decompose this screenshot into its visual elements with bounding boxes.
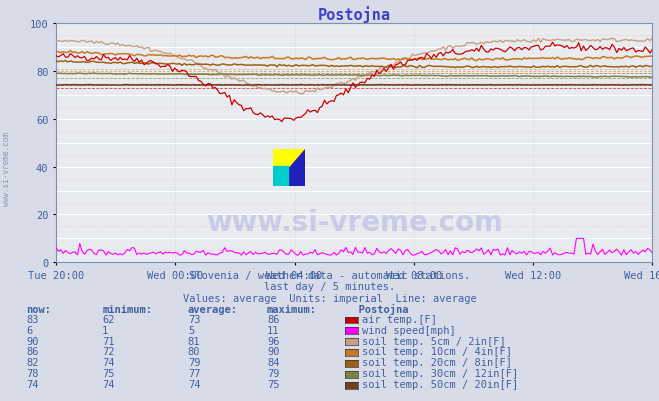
Text: 82: 82 xyxy=(26,357,39,367)
Text: last day / 5 minutes.: last day / 5 minutes. xyxy=(264,282,395,292)
Title: Postojna: Postojna xyxy=(318,6,391,23)
Text: 11: 11 xyxy=(267,325,279,335)
Text: minimum:: minimum: xyxy=(102,304,152,314)
Text: 83: 83 xyxy=(26,314,39,324)
Text: 5: 5 xyxy=(188,325,194,335)
Text: 72: 72 xyxy=(102,346,115,356)
Text: average:: average: xyxy=(188,304,238,314)
Text: 74: 74 xyxy=(188,379,200,389)
Text: 74: 74 xyxy=(102,379,115,389)
Text: 62: 62 xyxy=(102,314,115,324)
Text: 79: 79 xyxy=(267,368,279,378)
Text: 6: 6 xyxy=(26,325,32,335)
Text: Slovenia / weather data - automatic stations.: Slovenia / weather data - automatic stat… xyxy=(189,270,470,280)
Text: Values: average  Units: imperial  Line: average: Values: average Units: imperial Line: av… xyxy=(183,293,476,303)
Text: soil temp. 20cm / 8in[F]: soil temp. 20cm / 8in[F] xyxy=(362,357,513,367)
Text: 77: 77 xyxy=(188,368,200,378)
Text: 74: 74 xyxy=(26,379,39,389)
Text: soil temp. 50cm / 20in[F]: soil temp. 50cm / 20in[F] xyxy=(362,379,519,389)
Text: 86: 86 xyxy=(267,314,279,324)
Text: 75: 75 xyxy=(267,379,279,389)
Text: soil temp. 30cm / 12in[F]: soil temp. 30cm / 12in[F] xyxy=(362,368,519,378)
Text: www.si-vreme.com: www.si-vreme.com xyxy=(2,132,11,205)
Text: 90: 90 xyxy=(26,336,39,346)
Text: 81: 81 xyxy=(188,336,200,346)
Text: maximum:: maximum: xyxy=(267,304,317,314)
Text: 74: 74 xyxy=(102,357,115,367)
Text: soil temp. 5cm / 2in[F]: soil temp. 5cm / 2in[F] xyxy=(362,336,506,346)
Text: 84: 84 xyxy=(267,357,279,367)
Text: 90: 90 xyxy=(267,346,279,356)
Polygon shape xyxy=(273,166,288,186)
Text: www.si-vreme.com: www.si-vreme.com xyxy=(206,208,503,236)
Text: wind speed[mph]: wind speed[mph] xyxy=(362,325,456,335)
Text: 96: 96 xyxy=(267,336,279,346)
Text: 79: 79 xyxy=(188,357,200,367)
Polygon shape xyxy=(273,150,305,186)
Polygon shape xyxy=(273,150,305,186)
Text: now:: now: xyxy=(26,304,51,314)
Text: Postojna: Postojna xyxy=(346,303,409,314)
Text: 78: 78 xyxy=(26,368,39,378)
Text: 80: 80 xyxy=(188,346,200,356)
Text: 73: 73 xyxy=(188,314,200,324)
Text: 71: 71 xyxy=(102,336,115,346)
Text: air temp.[F]: air temp.[F] xyxy=(362,314,438,324)
Text: 1: 1 xyxy=(102,325,108,335)
Text: 86: 86 xyxy=(26,346,39,356)
Text: 75: 75 xyxy=(102,368,115,378)
Text: soil temp. 10cm / 4in[F]: soil temp. 10cm / 4in[F] xyxy=(362,346,513,356)
